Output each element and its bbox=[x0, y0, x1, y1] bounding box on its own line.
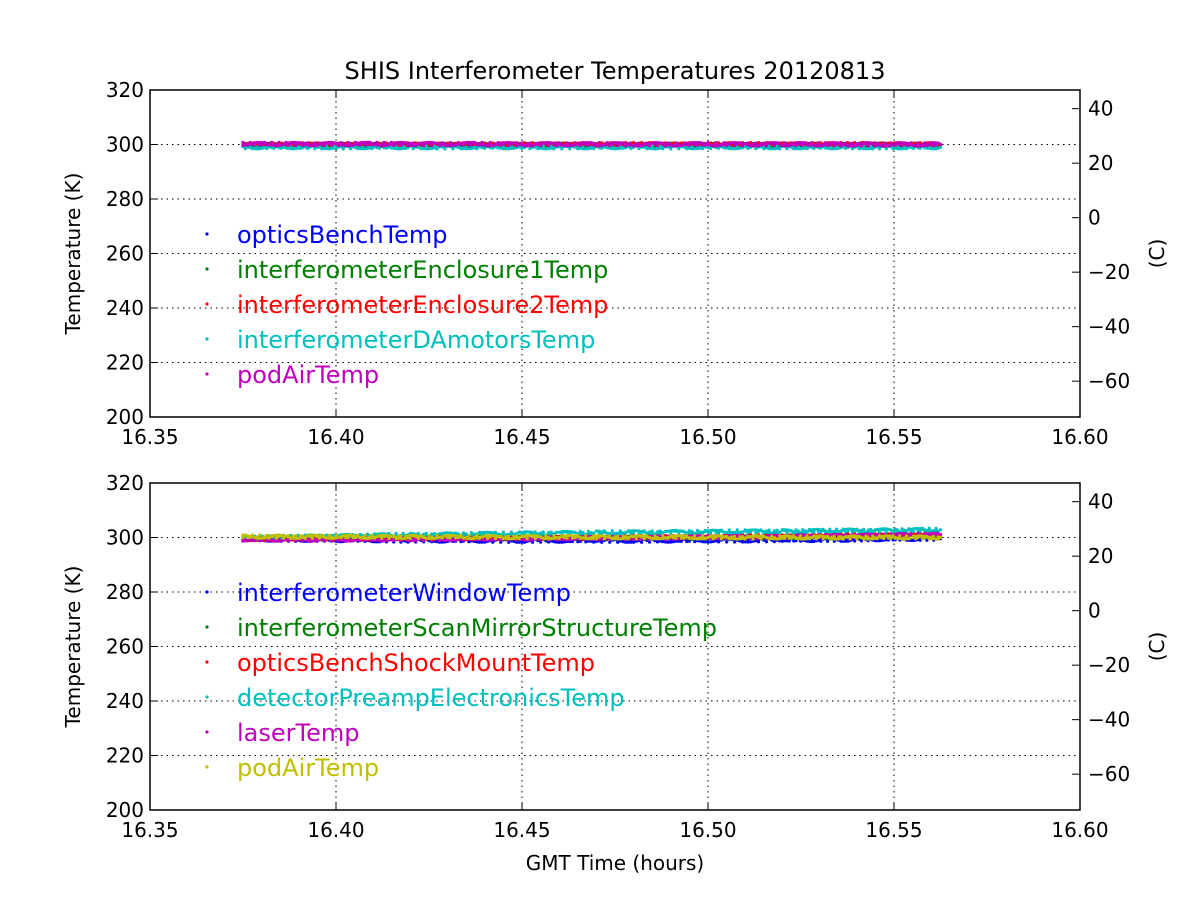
y-tick-label: 220 bbox=[106, 744, 144, 768]
y-tick-label: 280 bbox=[106, 580, 144, 604]
right-y-tick-label: −60 bbox=[1088, 369, 1130, 393]
legend-label: interferometerScanMirrorStructureTemp bbox=[237, 614, 717, 642]
x-tick-label: 16.35 bbox=[121, 425, 178, 449]
series-podAirTemp bbox=[241, 533, 943, 541]
right-y-tick-label: 0 bbox=[1088, 206, 1101, 230]
right-y-axis-label: (C) bbox=[1145, 632, 1169, 662]
right-y-tick-label: −60 bbox=[1088, 762, 1130, 786]
bottom-subplot: 16.35 16.40 16.45 16.50 16.55 16.602002202402… bbox=[61, 471, 1169, 842]
right-y-tick-label: 20 bbox=[1088, 544, 1113, 568]
legend-marker bbox=[205, 765, 209, 769]
x-tick-label: 16.40 bbox=[307, 818, 364, 842]
y-tick-label: 300 bbox=[106, 526, 144, 550]
legend-label: laserTemp bbox=[237, 719, 359, 747]
legend-marker bbox=[205, 730, 209, 734]
legend-label: interferometerEnclosure1Temp bbox=[237, 256, 608, 284]
y-tick-label: 260 bbox=[106, 242, 144, 266]
legend-marker bbox=[205, 337, 209, 341]
x-tick-label: 16.45 bbox=[493, 818, 550, 842]
right-y-tick-label: 40 bbox=[1088, 97, 1113, 121]
legend-label: podAirTemp bbox=[237, 754, 379, 782]
right-y-tick-label: 0 bbox=[1088, 599, 1101, 623]
right-y-tick-label: −20 bbox=[1088, 260, 1130, 284]
x-tick-label: 16.40 bbox=[307, 425, 364, 449]
right-y-tick-label: −40 bbox=[1088, 708, 1130, 732]
right-y-tick-label: 40 bbox=[1088, 490, 1113, 514]
legend-label: interferometerWindowTemp bbox=[237, 579, 571, 607]
legend-label: interferometerDAmotorsTemp bbox=[237, 326, 595, 354]
legend-label: interferometerEnclosure2Temp bbox=[237, 291, 608, 319]
legend-marker bbox=[205, 267, 209, 271]
x-tick-label: 16.35 bbox=[121, 818, 178, 842]
legend-marker bbox=[205, 372, 209, 376]
y-tick-label: 280 bbox=[106, 187, 144, 211]
y-tick-label: 260 bbox=[106, 635, 144, 659]
y-tick-label: 320 bbox=[106, 471, 144, 495]
x-tick-label: 16.50 bbox=[679, 818, 736, 842]
y-axis-label: Temperature (K) bbox=[61, 566, 85, 729]
legend-marker bbox=[205, 660, 209, 664]
right-y-tick-label: −20 bbox=[1088, 653, 1130, 677]
series-podAirTemp bbox=[241, 140, 943, 148]
y-tick-label: 220 bbox=[106, 351, 144, 375]
y-axis-label: Temperature (K) bbox=[61, 173, 85, 336]
y-tick-label: 240 bbox=[106, 296, 144, 320]
right-y-tick-label: −40 bbox=[1088, 315, 1130, 339]
legend-label: detectorPreampElectronicsTemp bbox=[237, 684, 625, 712]
y-tick-label: 240 bbox=[106, 689, 144, 713]
y-tick-label: 320 bbox=[106, 78, 144, 102]
right-y-axis-label: (C) bbox=[1145, 239, 1169, 269]
legend-label: opticsBenchTemp bbox=[237, 221, 448, 249]
x-tick-label: 16.60 bbox=[1051, 818, 1108, 842]
legend-marker bbox=[205, 625, 209, 629]
x-tick-label: 16.55 bbox=[865, 818, 922, 842]
legend-label: podAirTemp bbox=[237, 361, 379, 389]
legend-label: opticsBenchShockMountTemp bbox=[237, 649, 595, 677]
x-axis-label: GMT Time (hours) bbox=[526, 851, 704, 875]
y-tick-label: 200 bbox=[106, 798, 144, 822]
legend-marker bbox=[205, 590, 209, 594]
y-tick-label: 200 bbox=[106, 405, 144, 429]
legend-marker bbox=[205, 302, 209, 306]
x-tick-label: 16.45 bbox=[493, 425, 550, 449]
y-tick-label: 300 bbox=[106, 133, 144, 157]
x-tick-label: 16.50 bbox=[679, 425, 736, 449]
right-y-tick-label: 20 bbox=[1088, 151, 1113, 175]
x-tick-label: 16.55 bbox=[865, 425, 922, 449]
chart-title: SHIS Interferometer Temperatures 2012081… bbox=[345, 57, 886, 85]
x-tick-label: 16.60 bbox=[1051, 425, 1108, 449]
legend-marker bbox=[205, 695, 209, 699]
legend-marker bbox=[205, 232, 209, 236]
top-subplot: 16.35 16.40 16.45 16.50 16.55 16.602002202402… bbox=[61, 78, 1169, 449]
